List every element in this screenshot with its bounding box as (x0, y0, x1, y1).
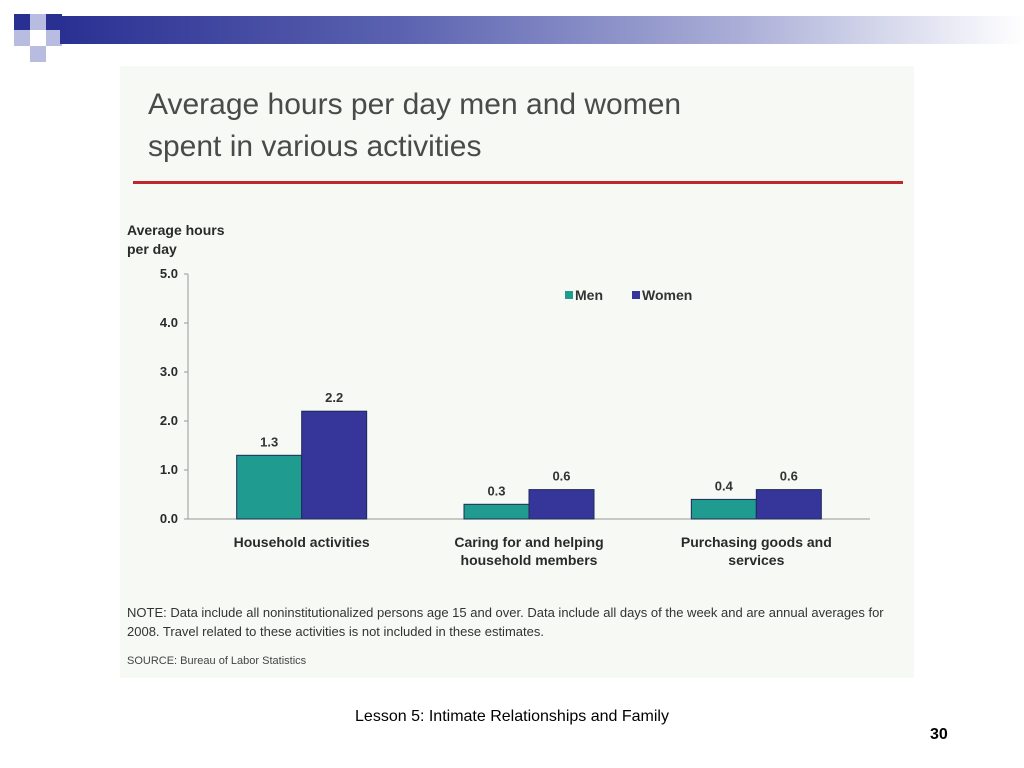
chart-panel (120, 66, 914, 678)
data-label: 2.2 (325, 390, 343, 405)
title-divider (133, 181, 903, 184)
legend-label: Men (575, 287, 603, 303)
bar-women (528, 489, 595, 520)
chart-title-line: Average hours per day men and women (148, 88, 682, 121)
category-label: household members (461, 552, 598, 568)
legend-swatch-men (565, 291, 573, 299)
bar-men (236, 454, 303, 520)
y-tick-label: 0.0 (160, 511, 178, 526)
bar-chart: 0.0 1.0 2.0 3.0 4.0 5.0 1.3 2.2 Household activi… (160, 266, 870, 568)
deco-square (30, 14, 46, 30)
deco-square (30, 46, 46, 62)
y-tick-label: 4.0 (160, 315, 178, 330)
y-tick-label: 3.0 (160, 364, 178, 379)
footer-title: Lesson 5: Intimate Relationships and Fam… (355, 708, 669, 725)
category-label: Purchasing goods and (681, 534, 832, 550)
chart-title: Average hours per day men and women spen… (148, 84, 848, 168)
data-label: 0.6 (780, 469, 798, 484)
category-label: Caring for and helping (454, 534, 603, 550)
y-tick-label: 2.0 (160, 413, 178, 428)
data-label: 0.4 (715, 478, 734, 493)
page-number: 30 (930, 726, 948, 743)
data-label: 0.3 (487, 483, 505, 498)
deco-square (14, 14, 30, 30)
legend-swatch-women (632, 291, 640, 299)
category-label: Household activities (234, 534, 370, 550)
y-tick-label: 1.0 (160, 462, 178, 477)
deco-square (46, 14, 62, 30)
y-axis-label-line: per day (127, 241, 177, 257)
category-label: services (728, 552, 784, 568)
chart-note: NOTE: Data include all noninstitutionali… (127, 605, 884, 639)
deco-square (14, 30, 30, 46)
legend-label: Women (642, 287, 692, 303)
deco-square (46, 30, 62, 46)
y-tick-label: 5.0 (160, 266, 178, 281)
bar-men (463, 503, 530, 520)
data-label: 0.6 (552, 469, 570, 484)
bar-men (690, 498, 757, 520)
y-axis-label-line: Average hours (127, 222, 225, 238)
header-gradient-bar (60, 16, 1024, 44)
chart-source: SOURCE: Bureau of Labor Statistics (127, 655, 307, 667)
y-axis-label: Average hours per day (127, 221, 225, 259)
bar-women (755, 489, 822, 520)
chart-title-line: spent in various activities (148, 130, 482, 163)
data-label: 1.3 (260, 434, 278, 449)
bar-women (301, 410, 368, 520)
